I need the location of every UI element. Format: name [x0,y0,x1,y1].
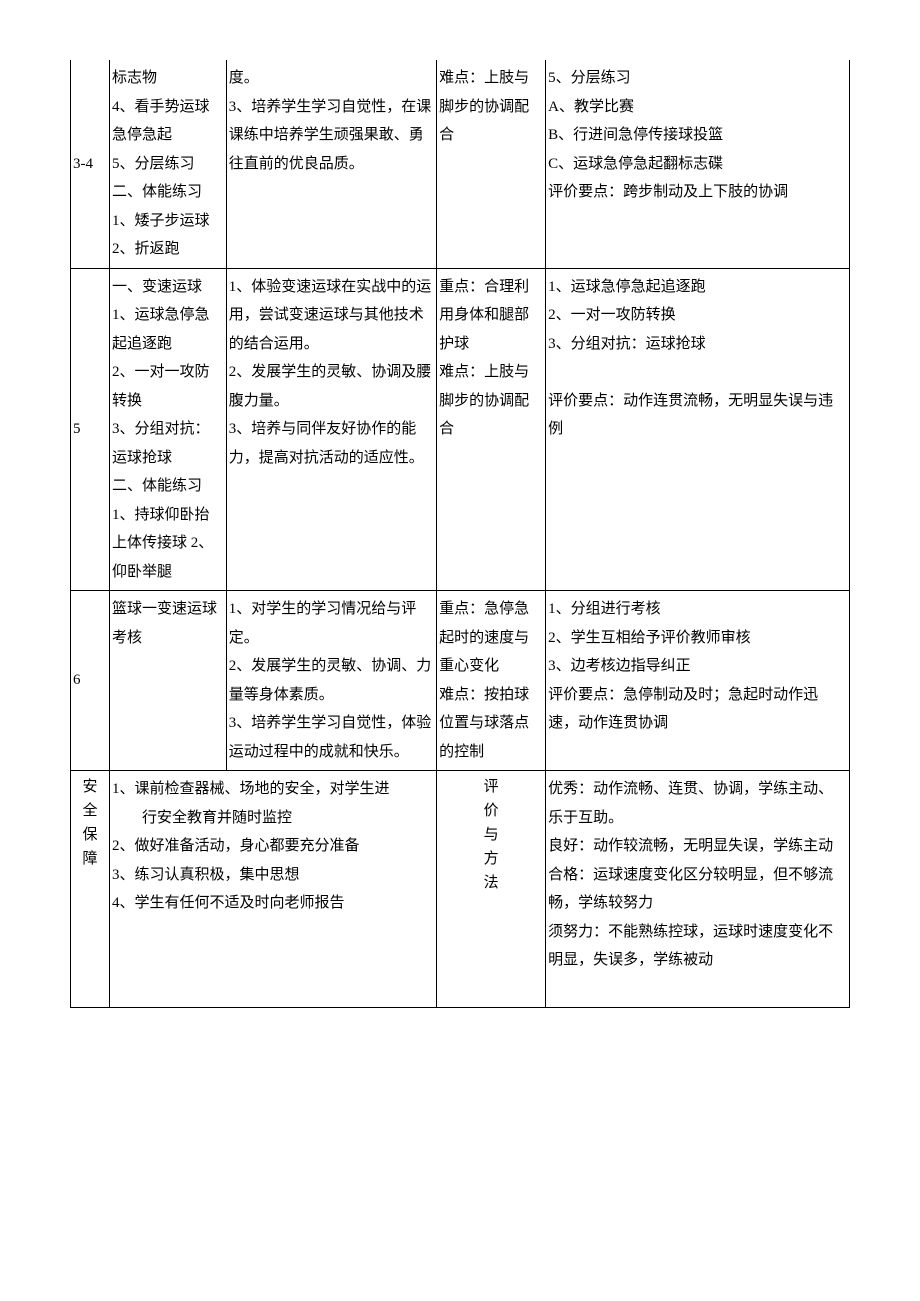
cell-method: 1、分组进行考核 2、学生互相给予评价教师审核 3、边考核边指导纠正 评价要点：… [546,591,850,771]
cell-goal: 1、对学生的学习情况给与评定。 2、发展学生的灵敏、协调、力量等身体素质。 3、… [226,591,436,771]
table-row: 5 一、变速运球 1、运球急停急起追逐跑 2、一对一攻防转换 3、分组对抗：运球… [71,268,850,591]
cell-goal: 1、体验变速运球在实战中的运用，尝试变速运球与其他技术的结合运用。 2、发展学生… [226,268,436,591]
table-row: 6 篮球一变速运球考核 1、对学生的学习情况给与评定。 2、发展学生的灵敏、协调… [71,591,850,771]
cell-safety-content: 1、课前检查器械、场地的安全，对学生进 行安全教育并随时监控 2、做好准备活动，… [109,771,436,1008]
cell-content: 篮球一变速运球考核 [109,591,226,771]
cell-eval-label: 评 价 与 方 法 [437,771,546,1008]
cell-keypoint: 难点：上肢与脚步的协调配合 [437,60,546,268]
cell-keypoint: 重点：合理利用身体和腿部护球 难点：上肢与脚步的协调配合 [437,268,546,591]
table-row: 3-4 标志物 4、看手势运球急停急起 5、分层练习二、体能练习 1、矮子步运球… [71,60,850,268]
lesson-plan-table: 3-4 标志物 4、看手势运球急停急起 5、分层练习二、体能练习 1、矮子步运球… [70,60,850,1008]
cell-goal: 度。 3、培养学生学习自觉性，在课课练中培养学生顽强果敢、勇往直前的优良品质。 [226,60,436,268]
cell-safety-label: 安 全 保 障 [71,771,110,1008]
cell-keypoint: 重点：急停急起时的速度与重心变化 难点：按拍球位置与球落点的控制 [437,591,546,771]
cell-content: 一、变速运球 1、运球急停急起追逐跑 2、一对一攻防转换 3、分组对抗：运球抢球… [109,268,226,591]
cell-period: 6 [71,591,110,771]
cell-period: 3-4 [71,60,110,268]
cell-content: 标志物 4、看手势运球急停急起 5、分层练习二、体能练习 1、矮子步运球 2、折… [109,60,226,268]
cell-method: 1、运球急停急起追逐跑 2、一对一攻防转换 3、分组对抗：运球抢球 评价要点：动… [546,268,850,591]
cell-method: 5、分层练习 A、教学比赛 B、行进间急停传接球投篮 C、运球急停急起翻标志碟 … [546,60,850,268]
cell-eval-content: 优秀：动作流畅、连贯、协调，学练主动、乐于互助。 良好：动作较流畅，无明显失误，… [546,771,850,1008]
table-row: 安 全 保 障 1、课前检查器械、场地的安全，对学生进 行安全教育并随时监控 2… [71,771,850,1008]
cell-period: 5 [71,268,110,591]
